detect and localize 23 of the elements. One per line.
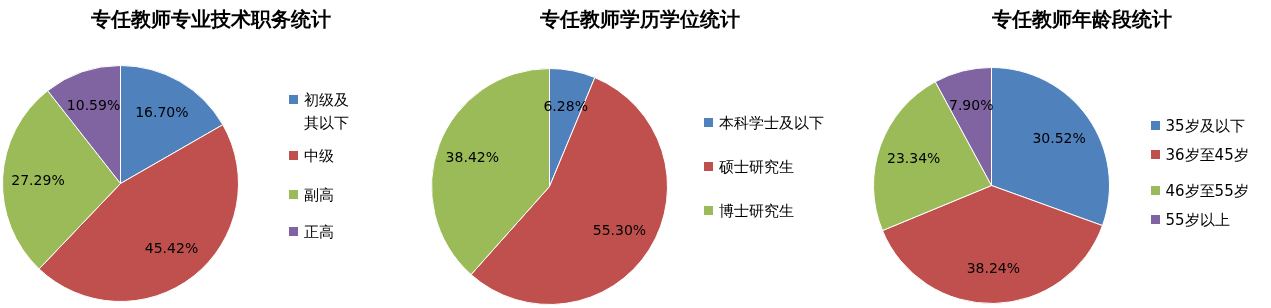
chart-title: 专任教师年龄段统计 [990, 6, 1172, 31]
chart-title: 专任教师专业技术职务统计 [89, 6, 331, 31]
data-label: 23.34% [886, 149, 941, 166]
data-label: 55.30% [592, 222, 647, 239]
legend-label: 55岁以上 [1165, 210, 1230, 229]
data-label: 38.42% [445, 149, 500, 166]
legend-label: 35岁及以下 [1165, 116, 1245, 135]
legend-label: 36岁至45岁 [1165, 145, 1249, 164]
legend-label: 博士研究生 [718, 201, 794, 220]
legend-label: 初级及其以下 [303, 90, 349, 132]
legend-label: 中级 [303, 146, 334, 165]
data-label: 45.42% [144, 240, 199, 257]
legend-label: 46岁至55岁 [1165, 181, 1249, 200]
legend-label: 硕士研究生 [717, 157, 794, 176]
data-label: 38.24% [966, 260, 1021, 277]
chart-title: 专任教师学历学位统计 [538, 6, 740, 31]
legend-label: 本科学士及以下 [718, 113, 824, 132]
data-label: 30.52% [1032, 130, 1086, 147]
data-label: 16.70% [135, 104, 189, 121]
legend-label: 副高 [303, 185, 334, 204]
data-label: 27.29% [11, 171, 65, 188]
legend-label: 正高 [303, 222, 334, 241]
data-label: 10.59% [66, 97, 121, 114]
